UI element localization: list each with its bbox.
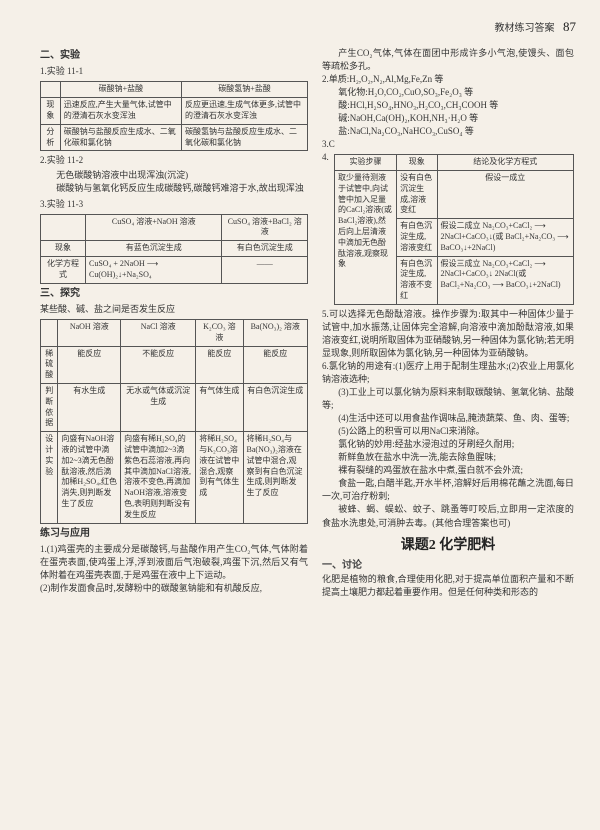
item-num: 4. bbox=[322, 151, 334, 308]
cell: 向盛有NaOH溶液的试管中滴加2~3滴无色酚酞溶液,然后滴加稀H₂SO₄,红色消… bbox=[58, 432, 121, 523]
cell: 假设一成立 bbox=[437, 171, 573, 219]
paragraph: 碳酸钠与氢氧化钙反应生成碳酸钙,碳酸钙难溶于水,故出现浑浊 bbox=[40, 182, 308, 195]
cell: 将稀H₂SO₄与Ba(NO₃)₂溶液在试管中混合,观察到有白色沉淀生成,则判断发… bbox=[243, 432, 307, 523]
cell: 假设三成立 Na₂CO₃+CaCl₂ ⟶ 2NaCl+CaCO₃↓ 2NaCl(… bbox=[437, 256, 573, 304]
th: 碳酸氢钠+盐酸 bbox=[181, 82, 307, 98]
paragraph: 1.(1)鸡蛋壳的主要成分是碳酸钙,与盐酸作用产生CO₂气体,气体附着在蛋壳表面… bbox=[40, 543, 308, 582]
list-item: (5)公路上的积雪可以用NaCl来消除。 bbox=[322, 425, 574, 438]
row-label: 分析 bbox=[41, 124, 61, 151]
cell: 碳酸氢钠与盐酸反应生成水、二氧化碳和氯化钠 bbox=[181, 124, 307, 151]
cell: 迅速反应,产生大量气体,试管中的澄清石灰水变浑浊 bbox=[60, 98, 181, 125]
row-label: 现象 bbox=[41, 98, 61, 125]
cell: 有白色沉淀生成,溶液不变红 bbox=[397, 256, 437, 304]
header-section: 教材练习答案 bbox=[495, 23, 555, 34]
table-q4: 实验步骤现象结论及化学方程式 取少量待测液于试管中,向试管中加入足量的CaCl₂… bbox=[334, 154, 574, 305]
cell: 取少量待测液于试管中,向试管中加入足量的CaCl₂溶液(或BaCl₂溶液),然后… bbox=[335, 171, 397, 305]
paragraph: 6.氯化钠的用途有:(1)医疗上用于配制生理盐水;(2)农业上用氯化钠溶液选种; bbox=[322, 360, 574, 386]
cell: 有白色沉淀生成 bbox=[243, 384, 307, 432]
list-item: 2.单质:H₂,O₂,N₂,Al,Mg,Fe,Zn 等 bbox=[322, 73, 574, 86]
left-column: 二、实验 1.实验 11-1 碳酸钠+盐酸碳酸氢钠+盐酸 现象迅速反应,产生大量… bbox=[40, 47, 308, 600]
th: K₂CO₃ 溶液 bbox=[196, 320, 243, 347]
cell: —— bbox=[222, 256, 308, 283]
cell: 没有白色沉淀生成,溶液变红 bbox=[397, 171, 437, 219]
cell: 能反应 bbox=[58, 346, 121, 383]
list-item: 氯化钠的妙用:经盐水浸泡过的牙刷经久耐用; bbox=[322, 438, 574, 451]
paragraph: (2)制作发面食品时,发酵粉中的碳酸氢钠能和有机酸反应, bbox=[40, 582, 308, 595]
paragraph: 产生CO₂气体,气体在面团中形成许多小气泡,使馒头、面包等疏松多孔。 bbox=[322, 47, 574, 73]
row-label: 现象 bbox=[41, 241, 86, 257]
discuss-heading: 一、讨论 bbox=[322, 559, 574, 574]
topic-title: 课题2 化学肥料 bbox=[322, 536, 574, 556]
th: CuSO₄ 溶液+NaOH 溶液 bbox=[86, 214, 222, 241]
cell: 有白色沉淀生成,溶液变红 bbox=[397, 219, 437, 256]
list-item: (4)生活中还可以用食盐作调味品,腌渍蔬菜、鱼、肉、蛋等; bbox=[322, 412, 574, 425]
row-label: 化学方程式 bbox=[41, 256, 86, 283]
cell: 假设二成立 Na₂CO₃+CaCl₂ ⟶ 2NaCl+CaCO₃↓(或 BaCl… bbox=[437, 219, 573, 256]
list-item: 食盐一匙,白醋半匙,开水半杯,溶解好后用棉花蘸之洗面,每日一次,可治疗粉刺; bbox=[322, 477, 574, 503]
cell: 反应更迅速,生成气体更多,试管中的澄清石灰水变浑浊 bbox=[181, 98, 307, 125]
paragraph: 化肥是植物的粮食,合理使用化肥,对于提高单位面积产量和不断提高土壤肥力都起着重要… bbox=[322, 573, 574, 599]
experiment-label: 1.实验 11-1 bbox=[40, 65, 308, 78]
cell: 有蓝色沉淀生成 bbox=[86, 241, 222, 257]
paragraph: 无色碳酸钠溶液中出现浑浊(沉淀) bbox=[40, 169, 308, 182]
th: 实验步骤 bbox=[335, 155, 397, 171]
experiment-label: 3.实验 11-3 bbox=[40, 198, 308, 211]
section-title: 三、探究 bbox=[40, 287, 308, 302]
cell: 将稀H₂SO₄与K₂CO₃溶液在试管中混合,观察到有气体生成 bbox=[196, 432, 243, 523]
table-reaction: NaOH 溶液 NaCl 溶液 K₂CO₃ 溶液 Ba(NO₃)₂ 溶液 稀硫酸… bbox=[40, 319, 308, 524]
exercise-title: 练习与应用 bbox=[40, 527, 308, 542]
row-label: 判断依据 bbox=[41, 384, 58, 432]
th: Ba(NO₃)₂ 溶液 bbox=[243, 320, 307, 347]
th: 碳酸钠+盐酸 bbox=[60, 82, 181, 98]
th: CuSO₄ 溶液+BaCl₂ 溶液 bbox=[222, 214, 308, 241]
cell: 不能反应 bbox=[121, 346, 196, 383]
list-item: 新鲜鱼放在盐水中洗一洗,能去除鱼腥味; bbox=[322, 451, 574, 464]
list-item: 酸:HCl,H₂SO₄,HNO₃,H₂CO₃,CH₃COOH 等 bbox=[322, 99, 574, 112]
cell: 有白色沉淀生成 bbox=[222, 241, 308, 257]
cell: 能反应 bbox=[243, 346, 307, 383]
th bbox=[41, 320, 58, 347]
list-item: 氧化物:H₂O,CO₂,CuO,SO₃,Fe₂O₃ 等 bbox=[322, 86, 574, 99]
th: 结论及化学方程式 bbox=[437, 155, 573, 171]
row-label: 设计实验 bbox=[41, 432, 58, 523]
list-item: 3.C bbox=[322, 138, 574, 151]
list-item: (3)工业上可以氯化钠为原料来制取碳酸钠、氢氧化钠、盐酸等; bbox=[322, 386, 574, 412]
cell: 碳酸钠与盐酸反应生成水、二氧化碳和氯化钠 bbox=[60, 124, 181, 151]
cell: 无水或气体或沉淀生成 bbox=[121, 384, 196, 432]
page-number: 87 bbox=[563, 19, 576, 34]
right-column: 产生CO₂气体,气体在面团中形成许多小气泡,使馒头、面包等疏松多孔。 2.单质:… bbox=[322, 47, 574, 600]
list-item: 碱:NaOH,Ca(OH)₂,KOH,NH₃·H₂O 等 bbox=[322, 112, 574, 125]
cell: 有水生成 bbox=[58, 384, 121, 432]
paragraph: 5.可以选择无色酚酞溶液。操作步骤为:取其中一种固体少量于试管中,加水振荡,让固… bbox=[322, 308, 574, 360]
list-item: 被蜂、蝎、蜈蚣、蚊子、跳蚤等叮咬后,立即用一定浓度的食盐水洗患处,可消肿去毒。(… bbox=[322, 503, 574, 529]
th: NaCl 溶液 bbox=[121, 320, 196, 347]
list-item: 裸有裂缝的鸡蛋放在盐水中煮,蛋白就不会外流; bbox=[322, 464, 574, 477]
table-11-1: 碳酸钠+盐酸碳酸氢钠+盐酸 现象迅速反应,产生大量气体,试管中的澄清石灰水变浑浊… bbox=[40, 81, 308, 151]
cell: 向盛有稀H₂SO₄的试管中滴加2~3滴紫色石蕊溶液,再向其中滴加NaCl溶液,溶… bbox=[121, 432, 196, 523]
list-item: 盐:NaCl,Na₂CO₃,NaHCO₃,CuSO₄ 等 bbox=[322, 125, 574, 138]
table-11-3: CuSO₄ 溶液+NaOH 溶液CuSO₄ 溶液+BaCl₂ 溶液 现象有蓝色沉… bbox=[40, 214, 308, 284]
cell: 有气体生成 bbox=[196, 384, 243, 432]
cell: CuSO₄ + 2NaOH ⟶ Cu(OH)₂↓+Na₂SO₄ bbox=[86, 256, 222, 283]
row-label: 稀硫酸 bbox=[41, 346, 58, 383]
cell: 能反应 bbox=[196, 346, 243, 383]
sub-heading: 某些酸、碱、盐之间是否发生反应 bbox=[40, 303, 308, 316]
content-columns: 二、实验 1.实验 11-1 碳酸钠+盐酸碳酸氢钠+盐酸 现象迅速反应,产生大量… bbox=[40, 47, 576, 600]
page-header: 教材练习答案 87 bbox=[40, 18, 576, 37]
th: NaOH 溶液 bbox=[58, 320, 121, 347]
experiment-label: 2.实验 11-2 bbox=[40, 154, 308, 167]
th: 现象 bbox=[397, 155, 437, 171]
section-title: 二、实验 bbox=[40, 49, 308, 64]
